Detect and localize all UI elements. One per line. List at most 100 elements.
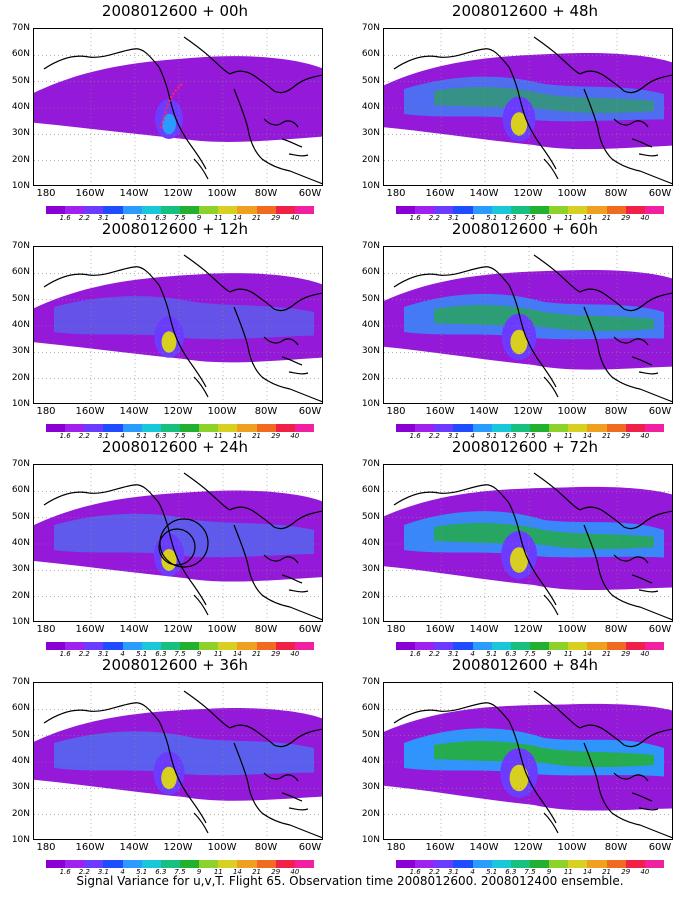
- coastline: [543, 158, 559, 180]
- lon-tick-label: 80W: [604, 842, 628, 853]
- colorbar-swatch: [529, 424, 550, 432]
- colorbar-label: 3.1: [447, 432, 459, 440]
- colorbar-swatch: [568, 206, 588, 214]
- colorbar-swatch: [275, 860, 295, 868]
- coastline: [583, 742, 672, 839]
- lon-tick-label: 80W: [254, 842, 278, 853]
- colorbar-swatch: [587, 206, 607, 214]
- coastline: [613, 118, 649, 128]
- lon-tick-label: 140W: [469, 188, 499, 199]
- lat-tick-label: 20N: [361, 808, 380, 819]
- colorbar-label: 4: [470, 650, 475, 658]
- colorbar-label: 2.2: [78, 650, 90, 658]
- colorbar-swatch: [141, 860, 161, 868]
- coastline: [543, 594, 559, 616]
- colorbar-swatch: [415, 642, 435, 650]
- colorbar-swatch: [103, 860, 123, 868]
- colorbar-swatch: [472, 206, 492, 214]
- coastline: [193, 812, 209, 834]
- colorbar-label: 21: [252, 650, 262, 658]
- colorbar-label: 29: [271, 650, 281, 658]
- lon-tick-label: 120W: [513, 624, 543, 635]
- lat-tick-label: 10N: [361, 617, 380, 627]
- lon-tick-label: 140W: [469, 406, 499, 417]
- colorbar-label: 21: [602, 214, 612, 222]
- colorbar-label: 1.6: [59, 214, 71, 222]
- lon-tick-label: 120W: [163, 188, 193, 199]
- coastline: [233, 742, 322, 839]
- colorbar-label: 5.1: [486, 432, 498, 440]
- low-variance-region: [204, 379, 322, 403]
- variance-field-mid: [54, 296, 314, 340]
- colorbar-label: 2.2: [78, 868, 90, 876]
- colorbar-swatch: [256, 642, 276, 650]
- colorbar-swatch: [122, 860, 142, 868]
- map-panel: 2008012600 + 12h 70N 60N 50N 40N 30N 20N 10N 180…: [0, 218, 340, 440]
- colorbar-label: 14: [582, 650, 592, 658]
- colorbar-swatch: [179, 860, 200, 868]
- coastline: [263, 772, 299, 782]
- lon-tick-label: 100W: [207, 188, 237, 199]
- map-panel: 2008012600 + 00h 70N 60N 50N 40N 30N 20N 10N 180…: [0, 0, 340, 222]
- lat-tick-label: 60N: [361, 49, 380, 60]
- colorbar-swatch: [84, 206, 104, 214]
- colorbar-swatch: [160, 206, 180, 214]
- coastline: [631, 792, 659, 811]
- colorbar-swatch: [434, 424, 454, 432]
- map-area: [33, 464, 323, 622]
- colorbar-label: 5.1: [486, 214, 498, 222]
- colorbar-label: 3.1: [97, 868, 109, 876]
- low-variance-region: [204, 815, 322, 839]
- colorbar-swatch: [275, 206, 295, 214]
- lat-tick-label: 70N: [11, 677, 30, 687]
- colorbar-swatch: [415, 424, 435, 432]
- colorbar-swatch: [84, 424, 104, 432]
- colorbar-label: 6.3: [155, 214, 167, 222]
- coastline: [393, 48, 557, 170]
- low-variance-region: [554, 597, 672, 621]
- figure-caption: Signal Variance for u,v,T. Flight 65. Ob…: [76, 874, 624, 888]
- colorbar-label: 1.6: [59, 868, 71, 876]
- colorbar-labels: 1.6 2.2 3.1 4 5.1 6.3 7.5 9 11 14 21 29 40: [46, 868, 314, 878]
- colorbar-swatch: [529, 642, 550, 650]
- coastline: [193, 594, 209, 616]
- lat-tick-label: 40N: [361, 320, 380, 330]
- map-svg: [384, 465, 672, 621]
- lon-tick-label: 60W: [298, 188, 322, 199]
- colorbar-label: 7.5: [174, 214, 186, 222]
- coastline: [533, 254, 581, 293]
- colorbar-swatch: [587, 860, 607, 868]
- colorbar-label: 29: [271, 432, 281, 440]
- colorbar-swatch: [218, 860, 238, 868]
- lon-tick-label: 120W: [513, 842, 543, 853]
- colorbar-labels: 1.6 2.2 3.1 4 5.1 6.3 7.5 9 11 14 21 29 40: [396, 214, 664, 224]
- lat-tick-label: 20N: [361, 154, 380, 165]
- coastline: [579, 70, 672, 94]
- lon-tick-label: 60W: [648, 188, 672, 199]
- colorbar-label: 40: [290, 432, 300, 440]
- colorbar-swatch: [46, 642, 66, 650]
- colorbar-label: 3.1: [97, 214, 109, 222]
- lon-tick-label: 80W: [254, 624, 278, 635]
- coastline: [533, 472, 581, 511]
- colorbar-swatch: [160, 642, 180, 650]
- colorbar-label: 9: [196, 432, 202, 440]
- lon-tick-label: 160W: [75, 842, 105, 853]
- map-svg: [34, 465, 322, 621]
- colorbar-label: 11: [213, 868, 223, 876]
- colorbar: [396, 860, 664, 868]
- colorbar-swatch: [294, 642, 314, 650]
- coastline: [631, 138, 659, 157]
- coastline: [229, 288, 322, 312]
- coastline: [233, 524, 322, 621]
- colorbar-label: 4: [470, 868, 475, 876]
- colorbar-swatch: [644, 424, 664, 432]
- colorbar-label: 1.6: [59, 650, 71, 658]
- coastline: [579, 724, 672, 748]
- coastline: [583, 88, 672, 185]
- lon-tick-label: 180: [36, 406, 56, 417]
- panel-title: 2008012600 + 12h: [101, 220, 249, 238]
- coastline: [43, 484, 207, 606]
- colorbar-swatch: [65, 642, 85, 650]
- lon-tick-label: 160W: [75, 624, 105, 635]
